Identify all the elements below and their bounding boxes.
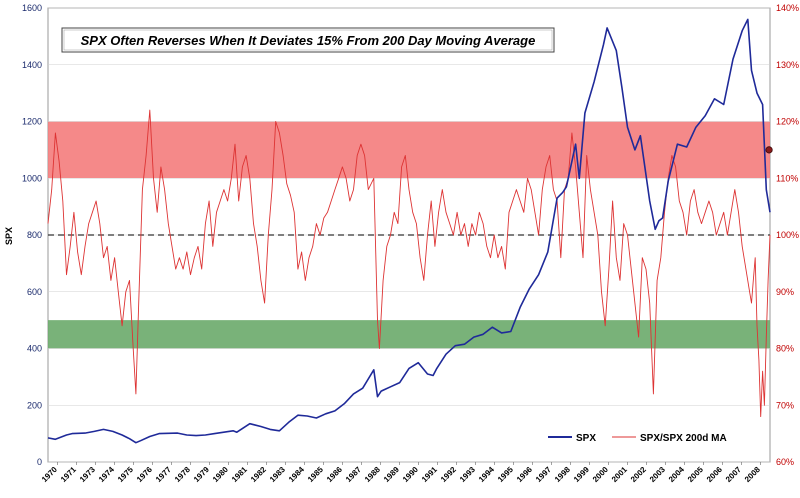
y-tick-label: 200 <box>27 400 42 410</box>
x-tick-label: 1985 <box>306 465 325 484</box>
spx-series-layer <box>47 18 771 444</box>
x-tick-label: 1989 <box>382 465 401 484</box>
band-overbought <box>48 121 770 179</box>
marker-layer <box>765 146 773 154</box>
x-tick-label: 1990 <box>401 465 420 484</box>
legend: SPX SPX/SPX 200d MA <box>548 433 727 444</box>
y2-tick-label: 60% <box>776 457 794 467</box>
y-tick-label: 0 <box>37 457 42 467</box>
x-tick-label: 1997 <box>534 465 553 484</box>
y2-tick-label: 130% <box>776 60 799 70</box>
legend-ratio-label: SPX/SPX 200d MA <box>640 433 727 444</box>
x-tick-label: 1979 <box>192 465 211 484</box>
x-tick-label: 2003 <box>648 465 667 484</box>
x-tick-label: 1981 <box>230 465 249 484</box>
y-tick-label: 800 <box>27 230 42 240</box>
highlight-point <box>765 146 773 154</box>
x-tick-label: 2000 <box>591 465 610 484</box>
bands-layer <box>48 121 770 349</box>
x-tick-label: 1988 <box>363 465 382 484</box>
series-line-spx <box>47 18 771 444</box>
y-tick-label: 1200 <box>22 117 42 127</box>
y-tick-label: 600 <box>27 287 42 297</box>
y-tick-label: 1000 <box>22 173 42 183</box>
x-tick-label: 2008 <box>743 465 762 484</box>
x-tick-label: 1983 <box>268 465 287 484</box>
x-tick-label: 1980 <box>211 465 230 484</box>
right-axis-ticks: 60% 70% 80% 90% 100% 110% 120% 130% 140% <box>776 3 799 467</box>
band-oversold <box>48 320 770 349</box>
x-tick-label: 1987 <box>344 465 363 484</box>
left-axis-ticks: 0 200 400 600 800 1000 1200 1400 1600 <box>22 3 42 467</box>
y-tick-label: 400 <box>27 344 42 354</box>
y2-tick-label: 100% <box>776 230 799 240</box>
x-axis-ticks: 1970 1971 1973 1974 1975 1976 1977 1978 1979 1980… <box>40 462 762 484</box>
x-tick-label: 1973 <box>78 465 97 484</box>
x-tick-label: 2006 <box>705 465 724 484</box>
y2-tick-label: 80% <box>776 344 794 354</box>
x-tick-label: 2002 <box>629 465 648 484</box>
x-tick-label: 1993 <box>458 465 477 484</box>
y2-tick-label: 140% <box>776 3 799 13</box>
x-tick-label: 1976 <box>135 465 154 484</box>
x-tick-label: 1974 <box>97 465 116 484</box>
y2-tick-label: 110% <box>776 173 798 183</box>
x-tick-label: 2007 <box>724 465 743 484</box>
x-tick-label: 1994 <box>477 465 496 484</box>
x-tick-label: 1992 <box>439 465 458 484</box>
x-tick-label: 1996 <box>515 465 534 484</box>
y2-tick-label: 120% <box>776 117 799 127</box>
grid-layer <box>48 7 770 463</box>
chart-title-box: SPX Often Reverses When It Deviates 15% … <box>61 27 555 53</box>
x-tick-label: 1978 <box>173 465 192 484</box>
legend-spx-label: SPX <box>576 433 596 444</box>
x-tick-label: 1984 <box>287 465 306 484</box>
x-tick-label: 1995 <box>496 465 515 484</box>
x-tick-label: 1970 <box>40 465 59 484</box>
chart-title: SPX Often Reverses When It Deviates 15% … <box>81 33 536 48</box>
y2-tick-label: 90% <box>776 287 794 297</box>
y-axis-label: SPX <box>4 227 14 245</box>
y-tick-label: 1400 <box>22 60 42 70</box>
x-tick-label: 1991 <box>420 465 439 484</box>
y2-tick-label: 70% <box>776 400 794 410</box>
x-tick-label: 1986 <box>325 465 344 484</box>
x-tick-label: 1999 <box>572 465 591 484</box>
x-tick-label: 2004 <box>667 465 686 484</box>
x-tick-label: 1971 <box>59 465 78 484</box>
x-tick-label: 2005 <box>686 465 705 484</box>
x-tick-label: 1975 <box>116 465 135 484</box>
y-tick-label: 1600 <box>22 3 42 13</box>
x-tick-label: 1998 <box>553 465 572 484</box>
x-tick-label: 2001 <box>610 465 629 484</box>
x-tick-label: 1982 <box>249 465 268 484</box>
x-tick-label: 1977 <box>154 465 173 484</box>
